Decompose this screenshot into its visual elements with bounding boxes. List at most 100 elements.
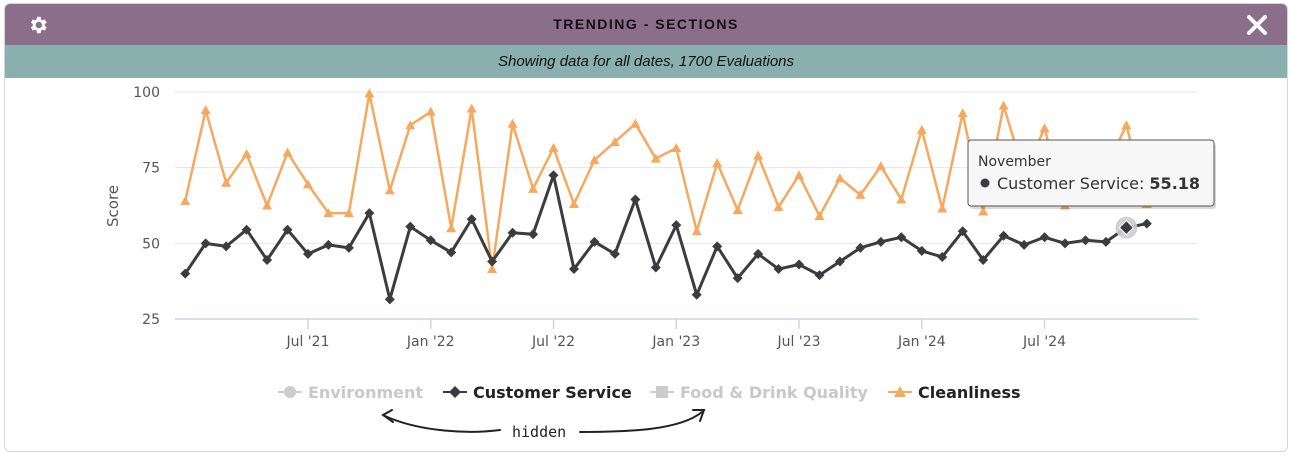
cleanliness-point[interactable] xyxy=(896,194,907,204)
cleanliness-point[interactable] xyxy=(302,179,313,189)
cleanliness-point[interactable] xyxy=(1039,123,1050,133)
customer-service-point[interactable] xyxy=(405,221,416,232)
customer-service-point[interactable] xyxy=(528,229,539,240)
customer-service-point[interactable] xyxy=(773,264,784,275)
cleanliness-point[interactable] xyxy=(834,173,845,183)
cleanliness-point[interactable] xyxy=(446,223,457,233)
cleanliness-point[interactable] xyxy=(957,108,968,118)
customer-service-point[interactable] xyxy=(241,224,252,235)
legend-item-environment[interactable]: Environment xyxy=(278,383,423,402)
customer-service-point[interactable] xyxy=(630,194,641,205)
cleanliness-point[interactable] xyxy=(630,118,641,128)
cleanliness-point[interactable] xyxy=(814,211,825,221)
customer-service-point[interactable] xyxy=(753,248,764,259)
customer-service-point[interactable] xyxy=(1141,218,1152,229)
customer-service-point[interactable] xyxy=(507,227,518,238)
cleanliness-point[interactable] xyxy=(937,203,948,213)
customer-service-point[interactable] xyxy=(978,254,989,265)
customer-service-point[interactable] xyxy=(937,251,948,262)
cleanliness-point[interactable] xyxy=(487,264,498,274)
customer-service-point[interactable] xyxy=(446,247,457,258)
customer-service-point[interactable] xyxy=(998,230,1009,241)
cleanliness-point[interactable] xyxy=(466,103,477,113)
cleanliness-point[interactable] xyxy=(875,161,886,171)
customer-service-point[interactable] xyxy=(732,273,743,284)
customer-service-point[interactable] xyxy=(343,242,354,253)
cleanliness-point[interactable] xyxy=(609,136,620,146)
cleanliness-point[interactable] xyxy=(180,195,191,205)
customer-service-point[interactable] xyxy=(834,256,845,267)
cleanliness-point[interactable] xyxy=(855,189,866,199)
cleanliness-point[interactable] xyxy=(568,198,579,208)
customer-service-point[interactable] xyxy=(302,248,313,259)
cleanliness-point[interactable] xyxy=(671,142,682,152)
legend-item-customer-service[interactable]: Customer Service xyxy=(443,383,632,402)
cleanliness-point[interactable] xyxy=(691,226,702,236)
cleanliness-point[interactable] xyxy=(200,105,211,115)
customer-service-point[interactable] xyxy=(323,239,334,250)
cleanliness-point[interactable] xyxy=(282,147,293,157)
customer-service-point[interactable] xyxy=(650,262,661,273)
customer-service-point[interactable] xyxy=(1039,232,1050,243)
cleanliness-point[interactable] xyxy=(753,150,764,160)
cleanliness-point[interactable] xyxy=(978,206,989,216)
cleanliness-point[interactable] xyxy=(425,106,436,116)
cleanliness-point[interactable] xyxy=(507,118,518,128)
customer-service-point[interactable] xyxy=(568,264,579,275)
cleanliness-point[interactable] xyxy=(732,205,743,215)
cleanliness-point[interactable] xyxy=(650,153,661,163)
cleanliness-point[interactable] xyxy=(262,200,273,210)
customer-service-point[interactable] xyxy=(487,256,498,267)
cleanliness-point[interactable] xyxy=(384,185,395,195)
cleanliness-point[interactable] xyxy=(773,202,784,212)
close-icon[interactable] xyxy=(1245,13,1269,37)
customer-service-point[interactable] xyxy=(1118,219,1135,236)
customer-service-point[interactable] xyxy=(794,259,805,270)
customer-service-point[interactable] xyxy=(425,235,436,246)
customer-service-point[interactable] xyxy=(384,294,395,305)
cleanliness-point[interactable] xyxy=(343,208,354,218)
customer-service-point[interactable] xyxy=(896,232,907,243)
cleanliness-point[interactable] xyxy=(221,177,232,187)
legend-item-cleanliness[interactable]: Cleanliness xyxy=(888,383,1021,402)
cleanliness-point[interactable] xyxy=(405,120,416,130)
gear-icon[interactable] xyxy=(27,14,49,36)
customer-service-point[interactable] xyxy=(671,220,682,231)
cleanliness-point[interactable] xyxy=(998,100,1009,110)
legend-marker xyxy=(449,386,461,398)
cleanliness-point[interactable] xyxy=(1121,120,1132,130)
cleanliness-point[interactable] xyxy=(528,183,539,193)
legend-item-food-drink-quality[interactable]: Food & Drink Quality xyxy=(650,383,868,402)
cleanliness-point[interactable] xyxy=(712,158,723,168)
customer-service-point[interactable] xyxy=(589,236,600,247)
customer-service-point[interactable] xyxy=(548,170,559,181)
trending-panel: TRENDING - SECTIONS Showing data for all… xyxy=(4,3,1288,452)
annotation-arrowhead-left xyxy=(381,409,394,423)
customer-service-point[interactable] xyxy=(609,248,620,259)
customer-service-point[interactable] xyxy=(364,208,375,219)
cleanliness-point[interactable] xyxy=(323,208,334,218)
customer-service-point[interactable] xyxy=(1019,239,1030,250)
cleanliness-point[interactable] xyxy=(916,124,927,134)
cleanliness-point[interactable] xyxy=(589,155,600,165)
customer-service-point[interactable] xyxy=(916,245,927,256)
cleanliness-point[interactable] xyxy=(794,170,805,180)
customer-service-point[interactable] xyxy=(712,241,723,252)
customer-service-point[interactable] xyxy=(262,254,273,265)
customer-service-point[interactable] xyxy=(466,214,477,225)
cleanliness-point[interactable] xyxy=(364,88,375,98)
cleanliness-point[interactable] xyxy=(548,142,559,152)
customer-service-point[interactable] xyxy=(957,226,968,237)
customer-service-point[interactable] xyxy=(875,236,886,247)
customer-service-point[interactable] xyxy=(180,268,191,279)
customer-service-point[interactable] xyxy=(855,242,866,253)
customer-service-point[interactable] xyxy=(221,241,232,252)
customer-service-point[interactable] xyxy=(1100,236,1111,247)
cleanliness-point[interactable] xyxy=(241,149,252,159)
customer-service-point[interactable] xyxy=(200,238,211,249)
customer-service-point[interactable] xyxy=(282,224,293,235)
customer-service-point[interactable] xyxy=(1080,235,1091,246)
customer-service-point[interactable] xyxy=(1060,238,1071,249)
customer-service-point[interactable] xyxy=(814,270,825,281)
customer-service-point[interactable] xyxy=(691,289,702,300)
